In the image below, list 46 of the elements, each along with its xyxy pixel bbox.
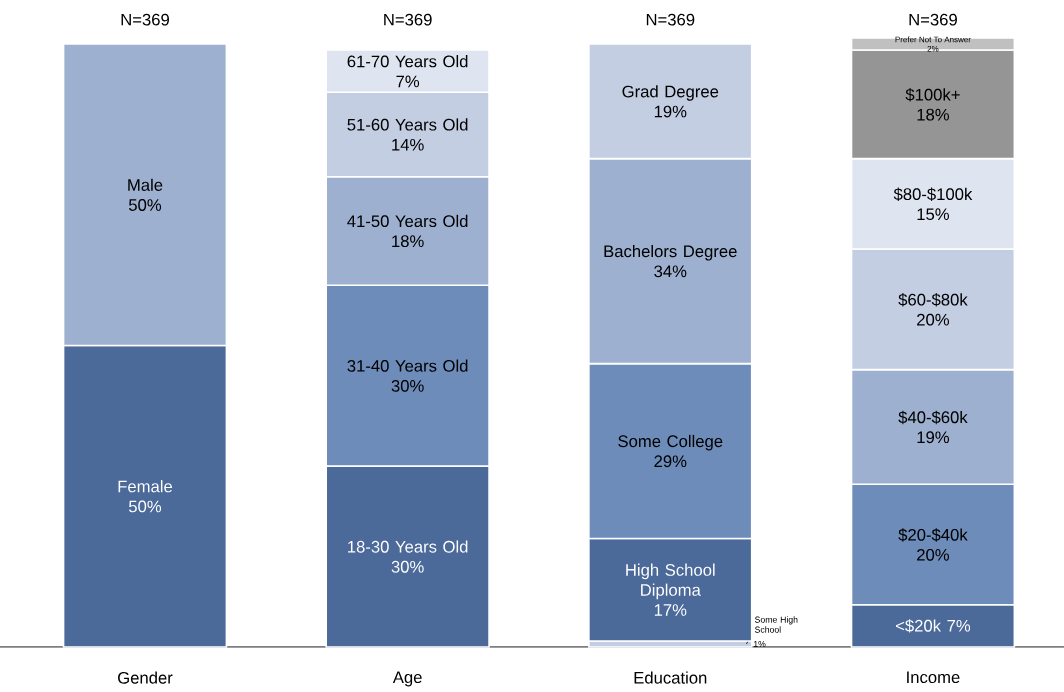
series-label: $80-$100k	[893, 187, 973, 202]
x-tick-label: Age	[392, 671, 422, 687]
data-label: 18%	[917, 108, 950, 121]
data-label: 19%	[917, 431, 950, 444]
data-label: 20%	[917, 548, 950, 561]
data-label: 18%	[392, 235, 424, 248]
series-label: Grad Degree	[622, 85, 719, 101]
data-label: 1%	[753, 640, 766, 647]
data-label: 19%	[654, 105, 687, 118]
data-label: 29%	[654, 455, 687, 468]
series-label: $20-$40k	[898, 528, 968, 542]
data-label: 50%	[128, 500, 162, 513]
x-tick-label: Education	[634, 671, 707, 684]
series-label: 18-30 Years Old	[348, 540, 468, 553]
text: N=369	[909, 13, 957, 26]
data-label: 14%	[392, 138, 424, 151]
text: N=369	[646, 13, 695, 26]
series-label: 61-70 Years Old	[347, 55, 468, 68]
data-label: 34%	[654, 265, 687, 278]
series-label: High School Diploma	[626, 563, 715, 600]
x-tick-label: Income	[907, 671, 960, 684]
text: N=369	[384, 13, 432, 26]
series-label: 31-40 Years Old	[347, 359, 468, 372]
data-label: 7%	[947, 619, 971, 632]
data-label: 50%	[128, 199, 162, 211]
data-label: 20%	[917, 313, 950, 326]
x-tick-label: Gender	[118, 671, 173, 684]
data-label: 7%	[396, 75, 420, 88]
series-label: $100k+	[905, 88, 960, 102]
data-label: 17%	[654, 604, 687, 616]
series-label: Some High School	[755, 616, 798, 633]
series-label: Some College	[618, 434, 723, 451]
series-label: Bachelors Degree	[604, 244, 737, 261]
series-label: Female	[118, 480, 173, 493]
series-label: $40-$60k	[898, 410, 968, 425]
data-label: 30%	[391, 379, 424, 392]
series-label: $60-$80k	[898, 293, 968, 307]
series-label: <$20k	[895, 619, 942, 633]
series-label: 51-60 Years Old	[347, 118, 468, 131]
data-label: 15%	[917, 208, 950, 221]
data-label: 2%	[927, 45, 939, 52]
series-label: Prefer Not To Answer	[895, 36, 971, 43]
series-label: 41-50 Years Old	[347, 214, 468, 228]
series-label: Male	[128, 178, 163, 191]
text: N=369	[121, 13, 169, 26]
data-label: 30%	[391, 560, 424, 573]
